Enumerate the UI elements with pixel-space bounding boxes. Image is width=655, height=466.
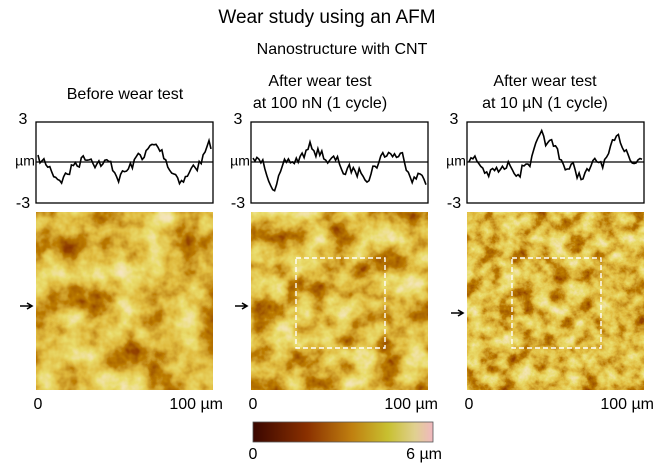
scan-arrow: [451, 309, 465, 317]
axis-bottom: -3: [447, 195, 461, 212]
afm-image: [36, 212, 213, 390]
image-axis-end: 100 µm: [600, 396, 654, 413]
axis-unit: µm: [230, 153, 250, 169]
panel-heading: at 10 µN (1 cycle): [482, 95, 608, 112]
axis-top: 3: [19, 111, 28, 128]
panel-heading: at 100 nN (1 cycle): [253, 95, 387, 112]
image-axis-end: 100 µm: [169, 396, 223, 413]
image-axis-start: 0: [249, 396, 258, 413]
axis-bottom: -3: [231, 195, 245, 212]
panel-heading: Before wear test: [67, 86, 184, 103]
wear-region: [511, 257, 602, 349]
panel-heading: After wear test: [493, 73, 597, 90]
profile-line: [468, 128, 643, 181]
axis-bottom: -3: [16, 195, 30, 212]
panel-heading: After wear test: [268, 73, 372, 90]
wear-region: [295, 257, 386, 349]
scan-arrow: [235, 302, 249, 310]
image-axis-start: 0: [34, 396, 43, 413]
colorbar-min: 0: [249, 446, 258, 463]
image-axis-start: 0: [465, 396, 474, 413]
profile-line: [37, 137, 212, 186]
axis-unit: µm: [446, 153, 466, 169]
afm-image: [251, 212, 428, 390]
colorbar: [252, 421, 434, 443]
title: Wear study using an AFM: [218, 7, 435, 28]
afm-image: [467, 212, 644, 390]
axis-unit: µm: [15, 153, 35, 169]
image-axis-end: 100 µm: [384, 396, 438, 413]
colorbar-max: 6 µm: [406, 446, 442, 463]
scan-arrow: [20, 302, 34, 310]
axis-top: 3: [234, 111, 243, 128]
profile-line: [252, 139, 427, 192]
axis-top: 3: [450, 111, 459, 128]
subtitle: Nanostructure with CNT: [257, 41, 428, 58]
